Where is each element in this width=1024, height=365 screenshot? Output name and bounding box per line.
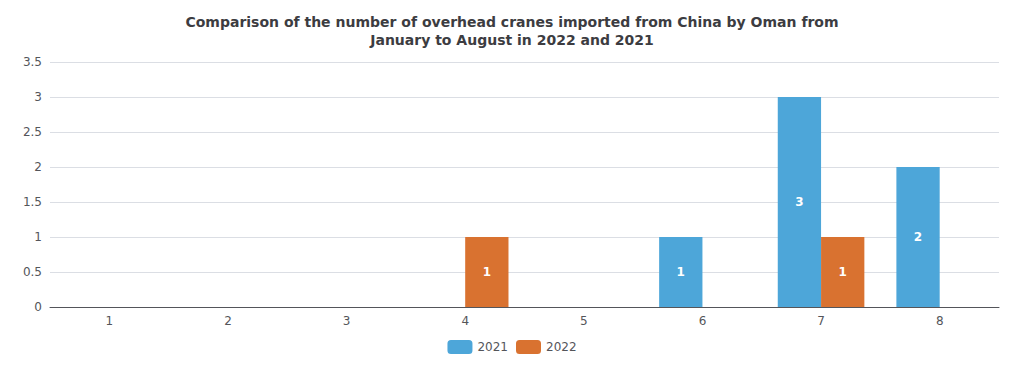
svg-text:2021: 2021 — [477, 340, 508, 354]
svg-text:0.5: 0.5 — [23, 265, 42, 279]
svg-text:0: 0 — [34, 300, 42, 314]
svg-text:5: 5 — [580, 314, 588, 328]
svg-text:2: 2 — [34, 160, 42, 174]
svg-text:January to August in 2022 and: January to August in 2022 and 2021 — [369, 32, 654, 48]
svg-text:3: 3 — [34, 90, 42, 104]
svg-text:6: 6 — [699, 314, 707, 328]
svg-text:1: 1 — [677, 265, 685, 279]
svg-text:1.5: 1.5 — [23, 195, 42, 209]
svg-text:1: 1 — [483, 265, 491, 279]
svg-text:1: 1 — [839, 265, 847, 279]
svg-text:3: 3 — [343, 314, 351, 328]
svg-text:1: 1 — [34, 230, 42, 244]
svg-text:8: 8 — [936, 314, 944, 328]
svg-text:3.5: 3.5 — [23, 55, 42, 69]
svg-text:1: 1 — [105, 314, 113, 328]
svg-text:3: 3 — [795, 195, 803, 209]
svg-text:4: 4 — [461, 314, 469, 328]
svg-text:2.5: 2.5 — [23, 125, 42, 139]
svg-text:Comparison of the number of ov: Comparison of the number of overhead cra… — [185, 14, 838, 30]
svg-text:7: 7 — [817, 314, 825, 328]
svg-text:2: 2 — [224, 314, 232, 328]
svg-text:2022: 2022 — [546, 340, 577, 354]
svg-text:2: 2 — [914, 230, 922, 244]
